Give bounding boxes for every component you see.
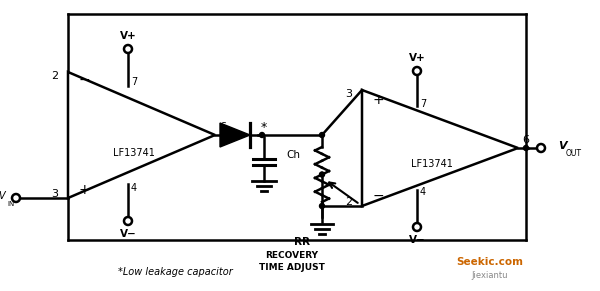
Text: V+: V+ [409, 53, 425, 63]
Circle shape [320, 173, 324, 177]
Text: 4: 4 [131, 183, 137, 193]
Text: RECOVERY: RECOVERY [265, 251, 319, 260]
Text: Jiexiantu: Jiexiantu [472, 271, 508, 280]
Circle shape [320, 132, 325, 138]
Text: 7: 7 [420, 99, 426, 109]
Text: RR: RR [294, 237, 310, 247]
Circle shape [260, 132, 265, 138]
Text: Seekic.com: Seekic.com [457, 257, 523, 267]
Circle shape [320, 172, 325, 177]
Circle shape [12, 194, 20, 202]
Text: 4: 4 [420, 187, 426, 197]
Text: OUT: OUT [566, 148, 582, 157]
Circle shape [413, 67, 421, 75]
Text: V−: V− [409, 235, 425, 245]
Text: V: V [0, 191, 5, 201]
Text: V−: V− [119, 229, 136, 239]
Text: +: + [372, 93, 384, 107]
Text: Ch: Ch [286, 150, 300, 160]
Text: +: + [78, 183, 90, 197]
Circle shape [523, 146, 529, 150]
Circle shape [537, 144, 545, 152]
Text: −: − [78, 73, 90, 87]
Text: TIME ADJUST: TIME ADJUST [259, 263, 325, 272]
Text: IN: IN [7, 201, 14, 207]
Polygon shape [220, 123, 250, 147]
Text: *Low leakage capacitor: *Low leakage capacitor [118, 267, 232, 277]
Circle shape [124, 217, 132, 225]
Text: 6: 6 [523, 135, 530, 145]
Circle shape [320, 203, 325, 208]
Text: LF13741: LF13741 [113, 148, 154, 158]
Text: 3: 3 [51, 189, 58, 199]
Text: LF13741: LF13741 [411, 159, 453, 169]
Text: V+: V+ [119, 31, 136, 41]
Text: *: * [261, 120, 267, 134]
Text: 7: 7 [131, 77, 137, 87]
Text: 3: 3 [345, 89, 352, 99]
Circle shape [320, 173, 324, 177]
Circle shape [413, 223, 421, 231]
Text: 2: 2 [51, 71, 58, 81]
Text: −: − [372, 189, 384, 203]
Text: 2: 2 [345, 197, 352, 207]
Circle shape [124, 45, 132, 53]
Text: V: V [558, 141, 566, 151]
Text: 6: 6 [220, 122, 227, 132]
